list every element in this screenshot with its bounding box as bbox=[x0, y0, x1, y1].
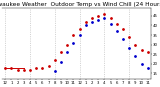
Title: Milwaukee Weather  Outdoor Temp vs Wind Chill (24 Hours): Milwaukee Weather Outdoor Temp vs Wind C… bbox=[0, 2, 160, 7]
